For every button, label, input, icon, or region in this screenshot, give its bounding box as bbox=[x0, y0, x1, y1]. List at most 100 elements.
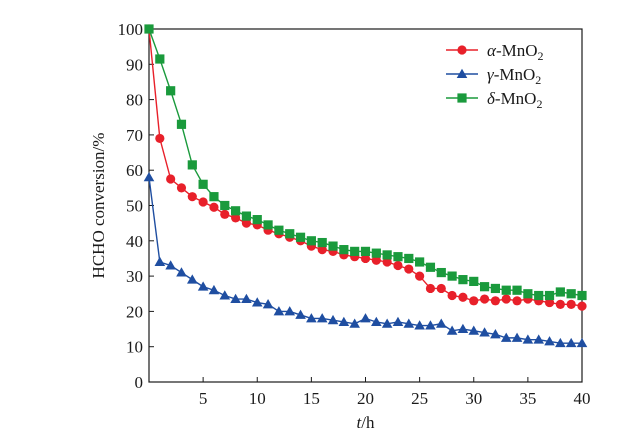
data-point bbox=[435, 318, 447, 328]
data-point bbox=[511, 332, 523, 342]
series-layer bbox=[143, 24, 588, 348]
y-tick-label: 30 bbox=[126, 267, 143, 286]
data-point bbox=[458, 275, 468, 285]
data-point bbox=[176, 119, 187, 129]
data-point bbox=[382, 250, 392, 260]
data-point bbox=[251, 297, 263, 307]
data-point bbox=[577, 301, 587, 311]
data-point bbox=[241, 293, 252, 304]
data-point bbox=[360, 246, 371, 256]
series-square bbox=[144, 24, 587, 301]
legend-label: δ-MnO2 bbox=[487, 89, 542, 111]
data-point bbox=[252, 215, 262, 225]
legend-label: γ-MnO2 bbox=[487, 65, 541, 87]
data-point bbox=[577, 290, 587, 301]
data-point bbox=[187, 274, 198, 284]
data-point bbox=[350, 246, 360, 256]
data-point bbox=[155, 133, 165, 144]
data-point bbox=[392, 316, 404, 326]
data-point bbox=[534, 290, 544, 301]
data-point bbox=[382, 257, 392, 267]
data-point bbox=[490, 329, 501, 339]
legend-label: α-MnO2 bbox=[487, 41, 544, 63]
data-point bbox=[458, 292, 468, 302]
data-point bbox=[555, 287, 565, 297]
y-tick-label: 90 bbox=[126, 55, 143, 74]
data-point bbox=[316, 313, 328, 323]
data-point bbox=[415, 257, 425, 267]
data-point bbox=[306, 236, 316, 246]
data-point bbox=[565, 337, 577, 348]
data-point bbox=[274, 225, 284, 235]
x-tick-label: 5 bbox=[199, 389, 208, 408]
y-tick-label: 40 bbox=[126, 232, 143, 251]
data-point bbox=[231, 206, 241, 216]
x-tick-label: 10 bbox=[249, 389, 266, 408]
x-tick-label: 35 bbox=[519, 389, 536, 408]
data-point bbox=[500, 332, 512, 342]
data-point bbox=[208, 284, 220, 295]
y-axis-label: HCHO conversion/% bbox=[89, 133, 108, 279]
data-point bbox=[490, 296, 500, 306]
data-point bbox=[522, 334, 534, 344]
data-point bbox=[241, 218, 252, 228]
data-point bbox=[576, 337, 588, 348]
data-point bbox=[197, 281, 209, 291]
data-point bbox=[469, 296, 479, 306]
data-point bbox=[523, 289, 533, 299]
data-point bbox=[436, 283, 446, 294]
data-point bbox=[544, 290, 555, 301]
data-point bbox=[479, 294, 490, 304]
data-point bbox=[371, 248, 381, 258]
data-point bbox=[425, 262, 436, 272]
data-point bbox=[501, 285, 511, 295]
data-point bbox=[371, 255, 381, 265]
data-point bbox=[328, 241, 338, 251]
y-tick-label: 20 bbox=[126, 302, 143, 321]
data-point bbox=[544, 297, 555, 308]
y-tick-label: 70 bbox=[126, 126, 143, 145]
data-point bbox=[155, 54, 165, 64]
data-point bbox=[273, 306, 285, 316]
data-point bbox=[220, 200, 230, 211]
data-point bbox=[479, 282, 490, 292]
data-point bbox=[469, 276, 479, 286]
data-point bbox=[209, 202, 219, 212]
data-point bbox=[566, 299, 576, 309]
data-point bbox=[447, 290, 457, 301]
data-point bbox=[154, 256, 166, 266]
data-point bbox=[555, 337, 566, 348]
data-point bbox=[425, 283, 436, 294]
data-point bbox=[198, 179, 208, 189]
data-point bbox=[317, 245, 327, 255]
data-point bbox=[349, 318, 360, 328]
data-point bbox=[230, 293, 241, 304]
data-point bbox=[143, 171, 155, 182]
data-point bbox=[262, 299, 274, 309]
data-point bbox=[306, 313, 317, 323]
data-point bbox=[457, 323, 469, 334]
x-tick-label: 25 bbox=[411, 389, 428, 408]
data-point bbox=[468, 325, 480, 335]
y-tick-label: 100 bbox=[118, 20, 144, 39]
data-point bbox=[446, 325, 458, 335]
legend-marker bbox=[457, 45, 467, 55]
data-point bbox=[447, 271, 457, 281]
data-point bbox=[231, 213, 241, 223]
legend-marker bbox=[457, 93, 467, 103]
data-point bbox=[490, 283, 500, 294]
data-point bbox=[403, 318, 415, 328]
series-triangle bbox=[143, 171, 588, 348]
legend-marker bbox=[456, 68, 468, 78]
data-point bbox=[176, 267, 187, 277]
data-point bbox=[295, 232, 306, 242]
data-point bbox=[241, 211, 252, 221]
data-point bbox=[165, 260, 176, 270]
data-point bbox=[360, 313, 371, 323]
axes: 0 10 20 30 40 50 60 70 80 90 100 5 10 15 20 25 30 35 40 t/h… bbox=[89, 20, 591, 432]
data-point bbox=[284, 306, 296, 316]
data-point bbox=[219, 290, 231, 300]
legend-item: δ-MnO2 bbox=[446, 89, 542, 111]
